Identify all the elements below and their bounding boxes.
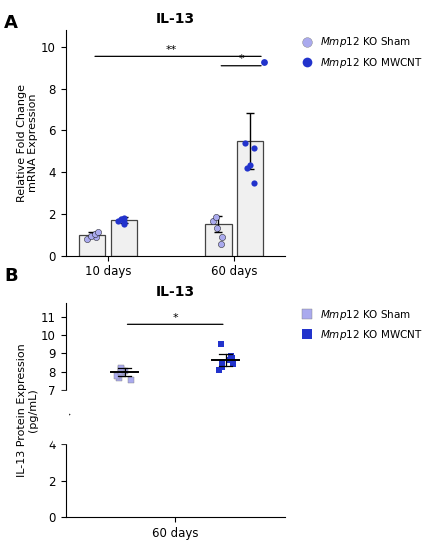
Y-axis label: Relative Fold Change
mRNA Expression: Relative Fold Change mRNA Expression xyxy=(17,84,39,202)
Point xyxy=(242,139,249,147)
Bar xyxy=(205,224,232,256)
Point xyxy=(260,57,267,66)
Text: A: A xyxy=(4,14,18,32)
Point xyxy=(209,217,216,226)
Point xyxy=(227,352,234,361)
Point xyxy=(95,228,102,236)
Bar xyxy=(79,235,106,256)
Point xyxy=(229,360,236,368)
Point xyxy=(218,357,225,366)
Point xyxy=(116,373,123,382)
Point xyxy=(217,240,224,249)
Point xyxy=(127,375,134,384)
Point xyxy=(218,362,225,371)
Point xyxy=(213,223,220,232)
Point xyxy=(121,219,128,228)
Legend: $\it{Mmp12}$ KO Sham, $\it{Mmp12}$ KO MWCNT: $\it{Mmp12}$ KO Sham, $\it{Mmp12}$ KO MW… xyxy=(297,35,424,70)
Point xyxy=(113,372,120,381)
Text: *: * xyxy=(173,313,178,323)
Title: IL-13: IL-13 xyxy=(155,12,195,26)
Point xyxy=(251,144,258,152)
Polygon shape xyxy=(53,391,68,443)
Point xyxy=(117,215,124,224)
Y-axis label: IL-13 Protein Expression
(pg/mL): IL-13 Protein Expression (pg/mL) xyxy=(17,343,38,477)
Point xyxy=(120,218,127,227)
Text: B: B xyxy=(4,267,18,285)
Point xyxy=(246,161,253,169)
Point xyxy=(92,229,99,238)
Point xyxy=(122,366,129,375)
Point xyxy=(115,216,122,225)
Point xyxy=(215,365,223,374)
Point xyxy=(217,340,224,349)
Point xyxy=(117,368,124,377)
Point xyxy=(228,354,235,362)
Point xyxy=(92,233,99,242)
Legend: $\it{Mmp12}$ KO Sham, $\it{Mmp12}$ KO MWCNT: $\it{Mmp12}$ KO Sham, $\it{Mmp12}$ KO MW… xyxy=(297,307,424,342)
Point xyxy=(119,370,126,379)
Point xyxy=(118,365,125,374)
Point xyxy=(219,233,226,241)
Text: **: ** xyxy=(166,45,177,54)
Point xyxy=(251,178,258,187)
Point xyxy=(118,364,125,373)
Point xyxy=(88,232,95,240)
Bar xyxy=(237,141,263,256)
Point xyxy=(212,213,219,222)
Point xyxy=(120,214,127,223)
Bar xyxy=(110,220,137,256)
Point xyxy=(244,164,251,173)
Point xyxy=(226,355,233,364)
Point xyxy=(83,234,90,243)
Text: *: * xyxy=(238,54,244,64)
Title: IL-13: IL-13 xyxy=(155,284,195,299)
